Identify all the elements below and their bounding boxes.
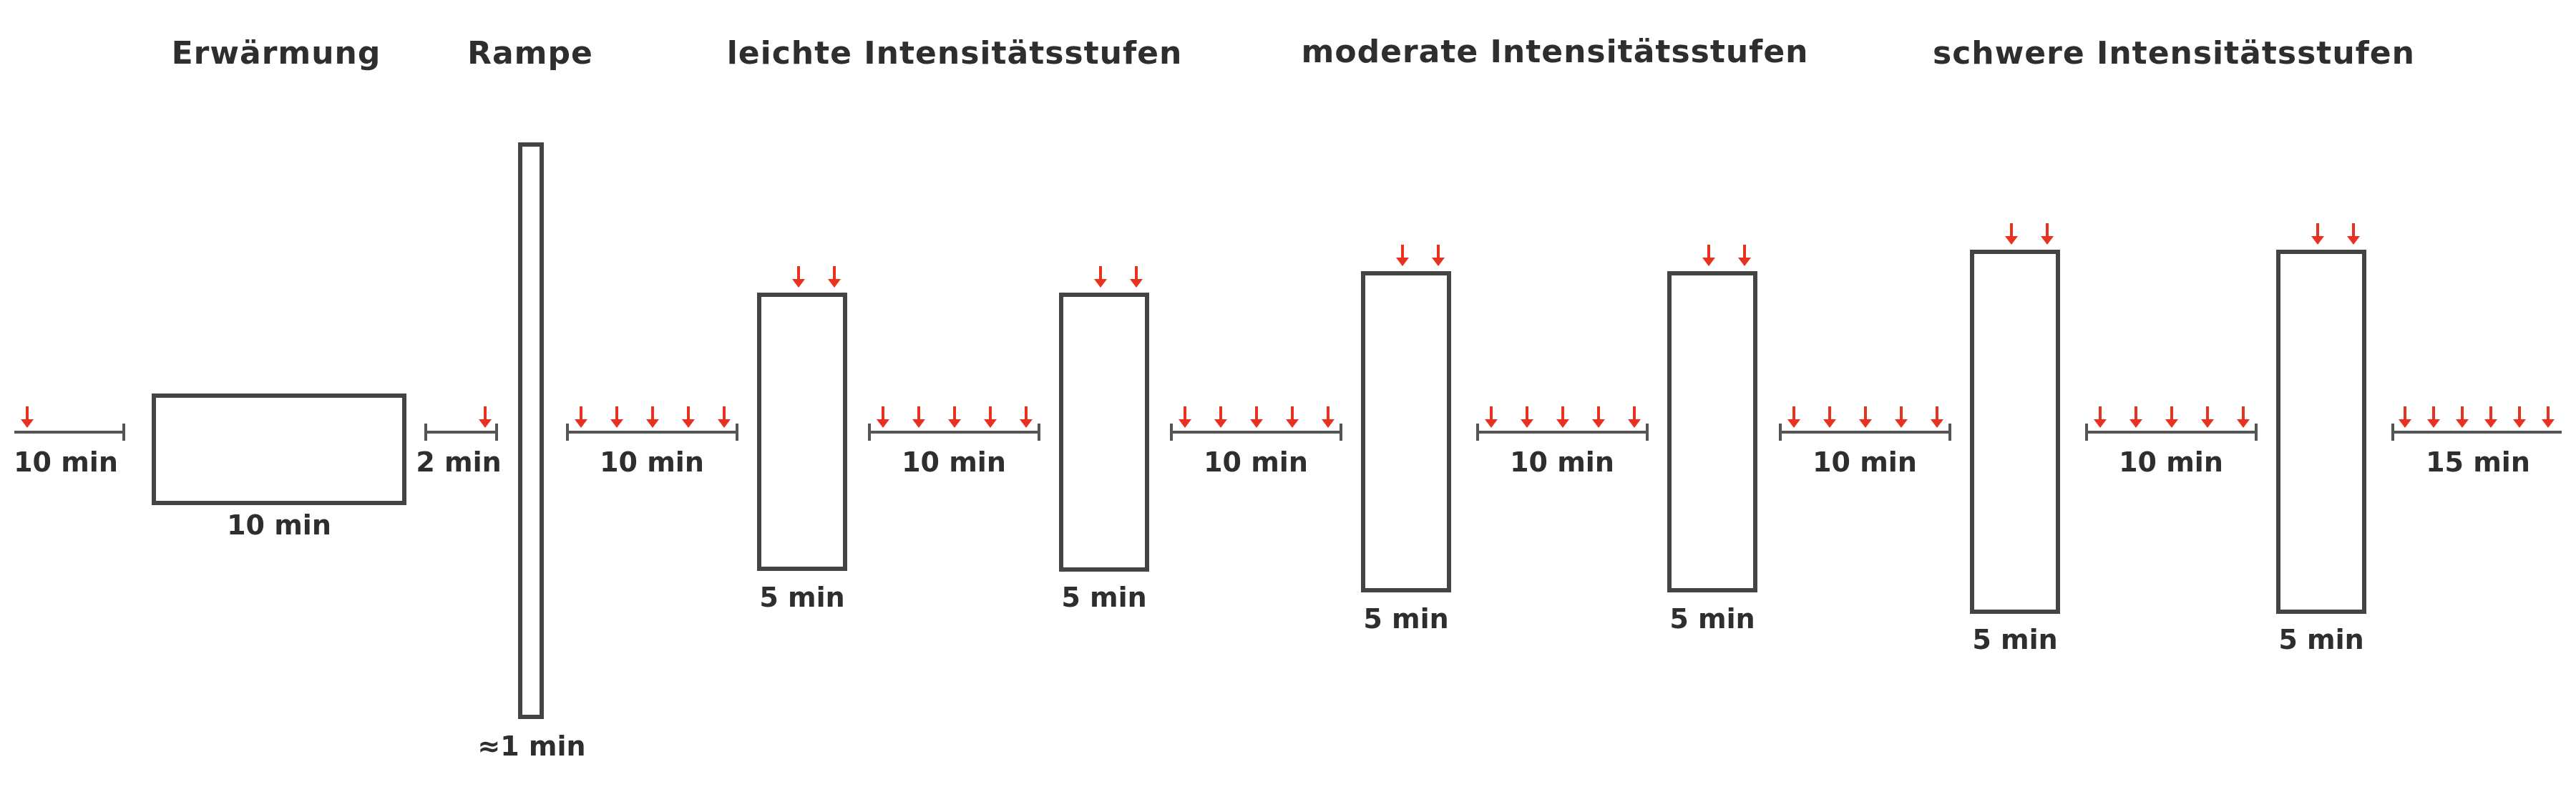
marker-arrow-icon (2347, 223, 2360, 245)
marker-arrow-icon (984, 406, 997, 428)
marker-arrow-icon (1214, 406, 1227, 428)
marker-arrow-icon (1823, 406, 1836, 428)
marker-arrow-icon (912, 406, 925, 428)
block-duration-label: 5 min (1669, 603, 1755, 635)
marker-arrow-icon (718, 406, 731, 428)
rest-interval: 15 min (2391, 424, 2562, 478)
marker-arrow-icon (1859, 406, 1872, 428)
rest-duration-label: 15 min (2426, 446, 2530, 478)
marker-arrow-icon (1396, 245, 1409, 266)
marker-arrow-icon (1628, 406, 1641, 428)
marker-arrow-icon (2005, 223, 2018, 245)
marker-arrow-icon (1556, 406, 1569, 428)
marker-arrow-icon (2094, 406, 2107, 428)
rest-interval: 10 min (868, 424, 1040, 478)
marker-arrow-icon (877, 406, 889, 428)
rest-duration-label: 10 min (2119, 446, 2223, 478)
block-duration-label: 5 min (1061, 582, 1146, 613)
light-block-2: 5 min (1059, 293, 1149, 613)
marker-arrow-icon (1521, 406, 1533, 428)
rest-interval: 10 min (14, 424, 125, 478)
rest-duration-label: 10 min (1813, 446, 1917, 478)
ramp-block: ≈1 min (477, 142, 586, 762)
marker-arrow-icon (2542, 406, 2555, 428)
marker-arrow-icon (1738, 245, 1751, 266)
marker-arrow-icon (2041, 223, 2054, 245)
phase-heading-moderate: moderate Intensitätsstufen (1302, 34, 1809, 70)
marker-arrow-icon (2237, 406, 2250, 428)
rest-interval: 10 min (1779, 424, 1951, 478)
rest-interval: 10 min (2085, 424, 2258, 478)
marker-arrow-icon (2456, 406, 2469, 428)
marker-arrow-icon (21, 406, 34, 428)
heavy-block-2: 5 min (2276, 250, 2366, 655)
heavy-block-1: 5 min (1970, 250, 2060, 655)
marker-arrow-icon (1895, 406, 1908, 428)
block-duration-label: 5 min (2278, 624, 2363, 655)
phase-heading-ramp: Rampe (467, 35, 593, 72)
marker-arrow-icon (1094, 266, 1107, 288)
block-duration-label: 5 min (759, 582, 844, 613)
marker-arrow-icon (1702, 245, 1715, 266)
marker-arrow-icon (1250, 406, 1263, 428)
block-duration-label: ≈1 min (477, 730, 585, 762)
moderate-block-1: 5 min (1361, 271, 1451, 635)
rest-duration-label: 10 min (1204, 446, 1308, 478)
marker-arrow-icon (948, 406, 961, 428)
marker-arrow-icon (2513, 406, 2526, 428)
marker-arrow-icon (1286, 406, 1299, 428)
marker-arrow-icon (1485, 406, 1498, 428)
marker-arrow-icon (2484, 406, 2497, 428)
rest-duration-label: 10 min (600, 446, 704, 478)
marker-arrow-icon (1592, 406, 1605, 428)
marker-arrow-icon (792, 266, 805, 288)
marker-arrow-icon (2427, 406, 2440, 428)
block-duration-label: 5 min (1363, 603, 1448, 635)
rest-interval: 2 min (416, 424, 502, 478)
rest-interval: 10 min (566, 424, 738, 478)
marker-arrow-icon (2399, 406, 2411, 428)
phase-heading-light: leichte Intensitätsstufen (727, 35, 1183, 72)
marker-arrows (21, 223, 2555, 428)
rest-interval: 10 min (1170, 424, 1342, 478)
marker-arrow-icon (2311, 223, 2324, 245)
phase-heading-heavy: schwere Intensitätsstufen (1933, 35, 2415, 72)
block-duration-label: 10 min (227, 509, 331, 541)
marker-arrow-icon (1322, 406, 1335, 428)
marker-arrow-icon (2165, 406, 2178, 428)
marker-arrow-icon (575, 406, 587, 428)
marker-arrow-icon (479, 406, 492, 428)
marker-arrow-icon (1787, 406, 1800, 428)
marker-arrow-icon (1432, 245, 1445, 266)
marker-arrow-icon (2201, 406, 2214, 428)
phase-heading-warmup: Erwärmung (172, 35, 381, 72)
marker-arrow-icon (682, 406, 695, 428)
rest-duration-label: 10 min (14, 446, 118, 478)
rest-duration-label: 10 min (902, 446, 1006, 478)
marker-arrow-icon (1179, 406, 1191, 428)
marker-arrow-icon (646, 406, 659, 428)
light-block-1: 5 min (757, 293, 847, 613)
marker-arrow-icon (828, 266, 841, 288)
rest-duration-label: 10 min (1510, 446, 1614, 478)
marker-arrow-icon (2129, 406, 2142, 428)
marker-arrow-icon (610, 406, 623, 428)
marker-arrow-icon (1130, 266, 1143, 288)
rest-duration-label: 2 min (416, 446, 501, 478)
rest-interval: 10 min (1476, 424, 1649, 478)
marker-arrow-icon (1020, 406, 1033, 428)
marker-arrow-icon (1931, 406, 1943, 428)
block-duration-label: 5 min (1972, 624, 2057, 655)
moderate-block-2: 5 min (1667, 271, 1757, 635)
warmup-block: 10 min (152, 394, 406, 541)
